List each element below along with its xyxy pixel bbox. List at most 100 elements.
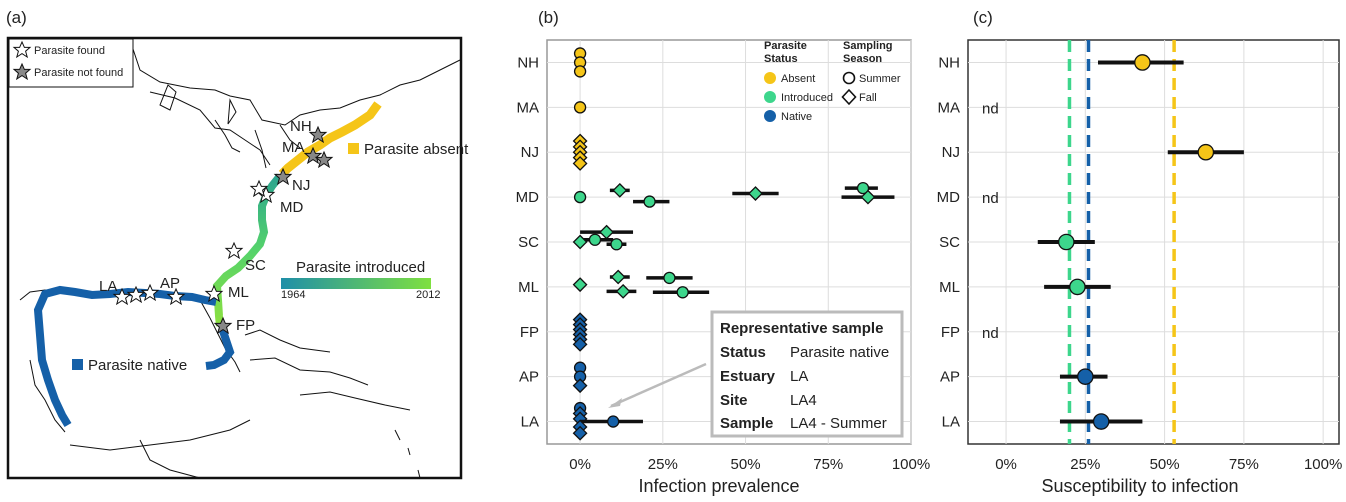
prevalence-chart: 0% 25% 50% 75% 100% NH MA NJ MD SC ML FP AP LA Infect…	[516, 39, 930, 496]
legend-found: Parasite found	[34, 45, 105, 57]
y-tick-label: ML	[518, 279, 539, 296]
data-point	[1134, 54, 1151, 71]
panel-label-c: (c)	[973, 8, 993, 27]
introduced-gradient	[281, 278, 431, 289]
data-point	[1197, 143, 1215, 161]
data-point-fall	[572, 234, 588, 250]
map-panel: NH MA NJ MD SC ML FP AP LA Parasite abse…	[6, 36, 469, 480]
site-star-la2	[126, 285, 146, 304]
data-point	[663, 271, 676, 285]
introduced-label: Parasite introduced	[296, 259, 425, 276]
data-point	[1092, 413, 1110, 430]
data-point	[573, 190, 587, 204]
site-star-md2	[249, 179, 269, 198]
year-start-label: 1964	[281, 289, 305, 301]
susceptibility-xlabel: Susceptibility to infection	[1041, 476, 1238, 496]
data-point	[1077, 368, 1094, 385]
site-star-ma2	[314, 150, 334, 169]
rep-row-status-val: Parasite native	[790, 344, 889, 361]
data-point	[573, 65, 587, 78]
data-point-fall	[572, 156, 588, 171]
legend-introduced-dot	[764, 91, 776, 103]
site-star-ap2	[140, 283, 160, 302]
y-tick-label: NJ	[942, 144, 960, 161]
site-markers	[112, 125, 334, 335]
rep-row-site-val: LA4	[790, 392, 817, 409]
y-tick-label: AP	[940, 369, 960, 386]
data-point	[1069, 278, 1086, 296]
data-point-fall	[610, 269, 626, 285]
map-label-nh: NH	[290, 118, 312, 135]
data-point-fall	[748, 186, 763, 201]
data-point-fall	[572, 425, 588, 441]
rep-sample-frame	[710, 310, 904, 438]
data-point	[607, 415, 620, 428]
panel-label-a: (a)	[6, 8, 27, 27]
nd-label: nd	[982, 190, 999, 207]
rep-row-estuary-key: Estuary	[720, 368, 776, 385]
native-swatch	[72, 359, 83, 370]
map-site-labels: NH MA NJ MD SC ML FP AP LA	[99, 118, 312, 334]
data-point-fall	[615, 283, 631, 299]
legend-summer-circle	[842, 71, 856, 85]
coast-absent	[278, 101, 382, 178]
nd-label: nd	[982, 325, 999, 342]
y-tick-label: MA	[517, 99, 540, 116]
site-star-ma	[303, 146, 323, 165]
rep-sample-title: Representative sample	[720, 320, 883, 337]
map-label-nj: NJ	[292, 177, 310, 194]
data-point-fall	[860, 189, 876, 205]
legend-absent-dot	[764, 72, 776, 84]
site-star-nj	[273, 167, 293, 186]
map-label-la: LA	[99, 278, 117, 295]
y-tick-label: FP	[520, 324, 539, 341]
prevalence-legend: Parasite Status Absent Introduced Native…	[764, 40, 901, 123]
map-label-ml: ML	[228, 284, 249, 301]
legend-fall: Fall	[859, 92, 877, 104]
map-label-fp: FP	[236, 317, 255, 334]
data-point	[1057, 233, 1075, 251]
data-point	[643, 195, 656, 208]
legend-season-title-1: Sampling	[843, 40, 893, 52]
data-point	[676, 286, 689, 299]
x-tick-label: 75%	[1229, 456, 1259, 473]
x-tick-label: 100%	[892, 456, 930, 473]
y-tick-label: NH	[938, 54, 960, 71]
rep-row-sample-key: Sample	[720, 415, 773, 432]
x-tick-label: 50%	[731, 456, 761, 473]
x-tick-label: 25%	[1070, 456, 1100, 473]
data-point-fall	[572, 336, 588, 352]
legend-not-found: Parasite not found	[34, 67, 123, 79]
y-tick-label: SC	[518, 234, 539, 251]
data-point	[573, 101, 587, 114]
map-label-md: MD	[280, 199, 303, 216]
y-tick-label: LA	[521, 414, 539, 431]
y-tick-label: MD	[937, 189, 960, 206]
data-point	[610, 238, 623, 251]
absent-label: Parasite absent	[364, 141, 469, 158]
y-tick-label: ML	[939, 279, 960, 296]
site-star-nh	[308, 125, 328, 144]
legend-introduced: Introduced	[781, 92, 833, 104]
data-point-fall	[612, 182, 628, 198]
site-star-ml	[204, 284, 224, 303]
callout-arrow-head	[608, 398, 622, 408]
legend-absent: Absent	[781, 73, 815, 85]
panel-label-b: (b)	[538, 8, 559, 27]
legend-fall-diamond	[841, 88, 857, 106]
rep-row-status-key: Status	[720, 344, 766, 361]
legend-summer: Summer	[859, 73, 901, 85]
data-point-fall	[572, 378, 588, 394]
map-label-ap: AP	[160, 275, 180, 292]
y-tick-label: MA	[938, 99, 961, 116]
rep-row-sample-val: LA4 - Summer	[790, 415, 887, 432]
x-tick-label: 0%	[569, 456, 591, 473]
y-tick-label: NH	[517, 54, 539, 71]
data-point-fall	[572, 277, 588, 293]
y-tick-label: NJ	[521, 144, 539, 161]
legend-status-title-1: Parasite	[764, 40, 807, 52]
x-tick-label: 50%	[1150, 456, 1180, 473]
y-tick-label: FP	[941, 324, 960, 341]
